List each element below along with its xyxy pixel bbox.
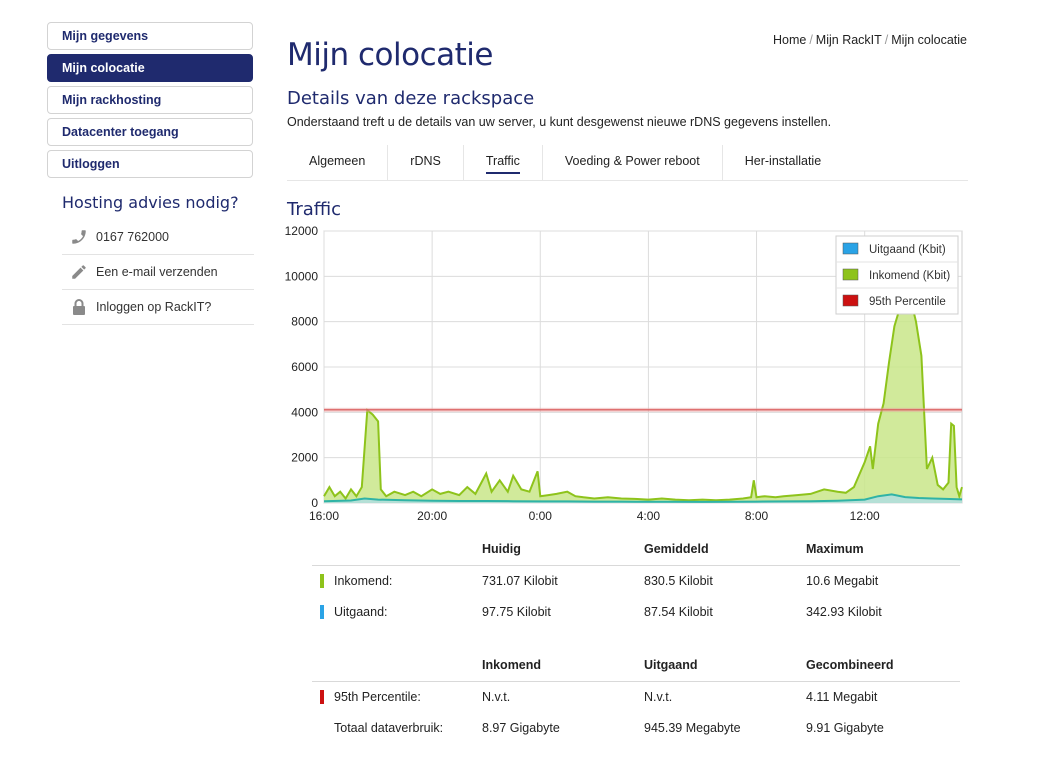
legend-swatch [842,268,859,281]
legend-label: Uitgaand (Kbit) [869,244,946,256]
phone-icon [62,228,96,246]
traffic-title: Traffic [287,199,342,220]
cell-value: 87.54 Kilobit [644,605,713,619]
section-title: Details van deze rackspace [287,88,535,109]
contact-list: 0167 762000 Een e-mail verzenden Inlogge… [62,220,254,325]
incoming-swatch [320,574,324,588]
pencil-icon [62,263,96,281]
table-row: Totaal dataverbruik: 8.97 Gigabyte 945.3… [312,713,960,744]
totals-header-gecombineerd: Gecombineerd [806,658,894,672]
legend-label: Inkomend (Kbit) [869,270,950,282]
cell-value: N.v.t. [644,690,673,704]
table-row: 95th Percentile: N.v.t. N.v.t. 4.11 Mega… [312,682,960,713]
stats-header-row: Huidig Gemiddeld Maximum [312,534,960,566]
tab-voeding-power-reboot[interactable]: Voeding & Power reboot [543,145,723,180]
sidebar-item-mijn-gegevens[interactable]: Mijn gegevens [47,22,253,50]
outgoing-swatch [320,605,324,619]
contact-phone-label: 0167 762000 [96,230,169,244]
breadcrumb-home[interactable]: Home [772,33,807,47]
legend-label: 95th Percentile [869,296,946,308]
sidebar-item-uitloggen[interactable]: Uitloggen [47,150,253,178]
x-tick-label: 16:00 [309,509,339,523]
stats-header-maximum: Maximum [806,542,864,556]
incoming-area [324,262,962,503]
x-tick-label: 0:00 [529,509,553,523]
contact-email[interactable]: Een e-mail verzenden [62,255,254,290]
totals-header-inkomend: Inkomend [482,658,542,672]
lock-icon [62,298,96,316]
cell-value: 9.91 Gigabyte [806,721,884,735]
section-description: Onderstaand treft u de details van uw se… [287,115,832,129]
advice-title: Hosting advies nodig? [62,193,239,212]
breadcrumb-mijn-colocatie: Mijn colocatie [891,33,967,47]
contact-phone[interactable]: 0167 762000 [62,220,254,255]
traffic-totals-table: Inkomend Uitgaand Gecombineerd 95th Perc… [312,650,960,744]
table-row: Inkomend: 731.07 Kilobit 830.5 Kilobit 1… [312,566,960,597]
totals-header-uitgaand: Uitgaand [644,658,698,672]
table-row: Uitgaand: 97.75 Kilobit 87.54 Kilobit 34… [312,597,960,628]
traffic-chart: 0 2000 4000 6000 8000 10000 12000 16:00 20:00 0:0… [285,224,963,523]
sidebar-item-datacenter-toegang[interactable]: Datacenter toegang [47,118,253,146]
page-title: Mijn colocatie [287,36,493,73]
totals-header-row: Inkomend Uitgaand Gecombineerd [312,650,960,682]
tab-rdns[interactable]: rDNS [388,145,464,180]
contact-login[interactable]: Inloggen op RackIT? [62,290,254,325]
stats-header-gemiddeld: Gemiddeld [644,542,709,556]
traffic-stats-table: Huidig Gemiddeld Maximum Inkomend: 731.0… [312,534,960,628]
contact-login-label: Inloggen op RackIT? [96,300,212,314]
row-label: Inkomend: [334,574,393,588]
x-tick-label: 8:00 [745,509,769,523]
percentile-swatch [320,690,324,704]
tab-algemeen[interactable]: Algemeen [287,145,389,180]
x-tick-label: 4:00 [637,509,661,523]
cell-value: 945.39 Megabyte [644,721,741,735]
breadcrumb-mijn-rackit[interactable]: Mijn RackIT [815,33,882,47]
sidebar-item-mijn-rackhosting[interactable]: Mijn rackhosting [47,86,253,114]
tab-her-installatie[interactable]: Her-installatie [744,154,822,168]
cell-value: 10.6 Megabit [806,574,879,588]
sidebar-item-mijn-colocatie[interactable]: Mijn colocatie [47,54,253,82]
legend-swatch [842,294,859,307]
cell-value: 8.97 Gigabyte [482,721,560,735]
row-label: Uitgaand: [334,605,388,619]
y-tick-label: 2000 [291,451,318,465]
contact-email-label: Een e-mail verzenden [96,265,218,279]
stats-header-huidig: Huidig [482,542,521,556]
y-tick-label: 0 [311,496,318,510]
outgoing-line [323,493,963,503]
sidebar-nav: Mijn gegevens Mijn colocatie Mijn rackho… [47,22,253,182]
breadcrumb: Home / Mijn RackIT / Mijn colocatie [772,33,967,47]
row-label: 95th Percentile: [334,690,421,704]
y-tick-label: 10000 [285,269,319,283]
y-tick-label: 6000 [291,360,318,374]
legend-swatch [842,242,859,255]
cell-value: 342.93 Kilobit [806,605,882,619]
cell-value: 830.5 Kilobit [644,574,713,588]
cell-value: 4.11 Megabit [806,690,878,704]
x-tick-label: 12:00 [850,509,880,523]
y-tick-label: 8000 [291,315,318,329]
x-tick-label: 20:00 [417,509,447,523]
cell-value: 97.75 Kilobit [482,605,551,619]
cell-value: N.v.t. [482,690,511,704]
percentile-band [324,407,962,412]
row-label: Totaal dataverbruik: [334,721,444,735]
y-tick-label: 4000 [291,405,318,419]
tab-traffic[interactable]: Traffic [464,145,543,180]
tab-bar: Algemeen rDNS Traffic Voeding & Power re… [287,145,968,181]
cell-value: 731.07 Kilobit [482,574,558,588]
outgoing-area [324,494,962,503]
y-tick-label: 12000 [285,224,319,238]
